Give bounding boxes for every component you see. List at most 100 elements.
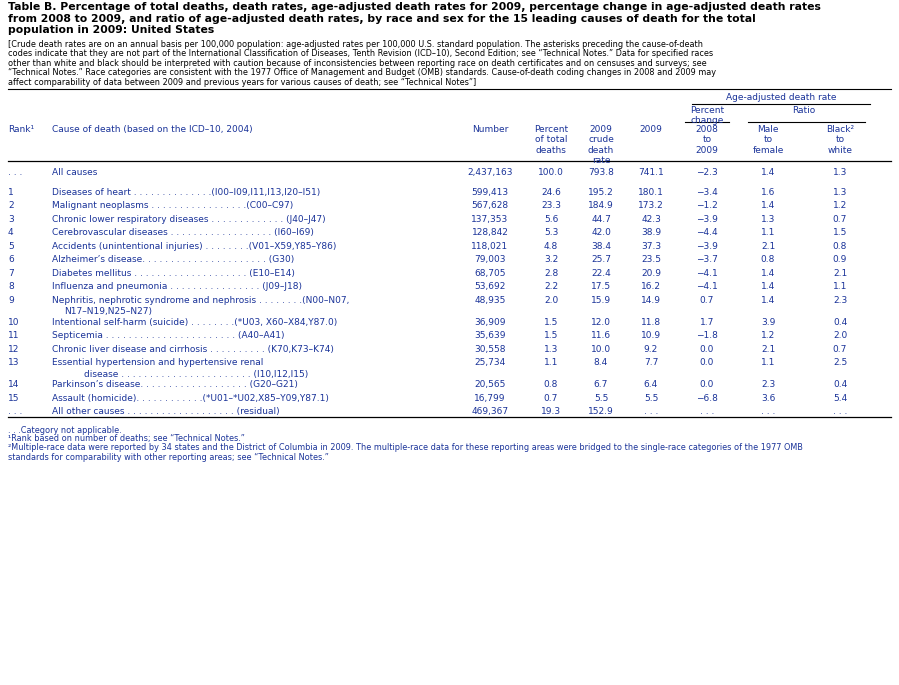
Text: 3.6: 3.6	[761, 393, 775, 403]
Text: 4.8: 4.8	[544, 242, 558, 251]
Text: 1.3: 1.3	[832, 168, 847, 177]
Text: 1.2: 1.2	[761, 331, 775, 340]
Text: Chronic liver disease and cirrhosis . . . . . . . . . . (K70,K73–K74): Chronic liver disease and cirrhosis . . …	[52, 345, 334, 353]
Text: 1.4: 1.4	[761, 282, 775, 291]
Text: 1.3: 1.3	[832, 188, 847, 197]
Text: 35,639: 35,639	[475, 331, 506, 340]
Text: All other causes . . . . . . . . . . . . . . . . . . . (residual): All other causes . . . . . . . . . . . .…	[52, 407, 280, 416]
Text: 1.1: 1.1	[761, 228, 775, 237]
Text: 180.1: 180.1	[638, 188, 664, 197]
Text: Age-adjusted death rate: Age-adjusted death rate	[725, 93, 836, 102]
Text: 2.2: 2.2	[544, 282, 558, 291]
Text: 0.7: 0.7	[832, 345, 847, 353]
Text: 1.1: 1.1	[761, 358, 775, 367]
Text: Assault (homicide). . . . . . . . . . . .(*U01–*U02,X85–Y09,Y87.1): Assault (homicide). . . . . . . . . . . …	[52, 393, 329, 403]
Text: 5: 5	[8, 242, 13, 251]
Text: Ratio: Ratio	[792, 106, 815, 115]
Text: 2009: 2009	[639, 125, 663, 134]
Text: 0.7: 0.7	[832, 214, 847, 223]
Text: 11.6: 11.6	[591, 331, 611, 340]
Text: 599,413: 599,413	[471, 188, 509, 197]
Text: 0.0: 0.0	[699, 358, 714, 367]
Text: 152.9: 152.9	[588, 407, 614, 416]
Text: 6: 6	[8, 255, 13, 264]
Text: 1.1: 1.1	[544, 358, 558, 367]
Text: 38.9: 38.9	[641, 228, 661, 237]
Text: Intentional self-harm (suicide) . . . . . . . .(*U03, X60–X84,Y87.0): Intentional self-harm (suicide) . . . . …	[52, 318, 337, 327]
Text: 1.7: 1.7	[699, 318, 714, 327]
Text: 2.1: 2.1	[761, 242, 775, 251]
Text: 1.5: 1.5	[544, 318, 558, 327]
Text: disease . . . . . . . . . . . . . . . . . . . . . . . (I10,I12,I15): disease . . . . . . . . . . . . . . . . …	[84, 369, 308, 379]
Text: 100.0: 100.0	[539, 168, 564, 177]
Text: 24.6: 24.6	[541, 188, 561, 197]
Text: Diseases of heart . . . . . . . . . . . . . .(I00–I09,I11,I13,I20–I51): Diseases of heart . . . . . . . . . . . …	[52, 188, 320, 197]
Text: Male
to
female: Male to female	[752, 125, 784, 155]
Text: 2,437,163: 2,437,163	[467, 168, 512, 177]
Text: −2.3: −2.3	[696, 168, 718, 177]
Text: Influenza and pneumonia . . . . . . . . . . . . . . . . (J09–J18): Influenza and pneumonia . . . . . . . . …	[52, 282, 302, 291]
Text: . . .Category not applicable.: . . .Category not applicable.	[8, 425, 121, 434]
Text: Alzheimer’s disease. . . . . . . . . . . . . . . . . . . . . . (G30): Alzheimer’s disease. . . . . . . . . . .…	[52, 255, 294, 264]
Text: “Technical Notes.” Race categories are consistent with the 1977 Office of Manage: “Technical Notes.” Race categories are c…	[8, 68, 716, 77]
Text: 0.7: 0.7	[699, 295, 714, 305]
Text: N17–N19,N25–N27): N17–N19,N25–N27)	[64, 307, 152, 316]
Text: . . .: . . .	[699, 407, 714, 416]
Text: 3: 3	[8, 214, 13, 223]
Text: Diabetes mellitus . . . . . . . . . . . . . . . . . . . . (E10–E14): Diabetes mellitus . . . . . . . . . . . …	[52, 269, 295, 277]
Text: Rank¹: Rank¹	[8, 125, 34, 134]
Text: 2.1: 2.1	[761, 345, 775, 353]
Text: 2.1: 2.1	[832, 269, 847, 277]
Text: 2: 2	[8, 201, 13, 210]
Text: Table B. Percentage of total deaths, death rates, age-adjusted death rates for 2: Table B. Percentage of total deaths, dea…	[8, 2, 821, 12]
Text: 12.0: 12.0	[591, 318, 611, 327]
Text: 3.9: 3.9	[761, 318, 775, 327]
Text: 7.7: 7.7	[644, 358, 658, 367]
Text: 15.9: 15.9	[591, 295, 611, 305]
Text: 0.4: 0.4	[832, 380, 847, 389]
Text: 5.5: 5.5	[644, 393, 658, 403]
Text: 567,628: 567,628	[471, 201, 509, 210]
Text: 7: 7	[8, 269, 13, 277]
Text: −3.7: −3.7	[696, 255, 718, 264]
Text: 68,705: 68,705	[475, 269, 506, 277]
Text: 14.9: 14.9	[641, 295, 661, 305]
Text: . . .: . . .	[8, 407, 22, 416]
Text: Septicemia . . . . . . . . . . . . . . . . . . . . . . . (A40–A41): Septicemia . . . . . . . . . . . . . . .…	[52, 331, 284, 340]
Text: 4: 4	[8, 228, 13, 237]
Text: 0.7: 0.7	[544, 393, 558, 403]
Text: 6.7: 6.7	[594, 380, 609, 389]
Text: [Crude death rates are on an annual basis per 100,000 population: age-adjusted r: [Crude death rates are on an annual basi…	[8, 40, 703, 49]
Text: 5.5: 5.5	[594, 393, 609, 403]
Text: 2.8: 2.8	[544, 269, 558, 277]
Text: 25,734: 25,734	[475, 358, 505, 367]
Text: 2.5: 2.5	[832, 358, 847, 367]
Text: 42.0: 42.0	[591, 228, 611, 237]
Text: 53,692: 53,692	[475, 282, 505, 291]
Text: 11: 11	[8, 331, 20, 340]
Text: 10.0: 10.0	[591, 345, 611, 353]
Text: Chronic lower respiratory diseases . . . . . . . . . . . . . (J40–J47): Chronic lower respiratory diseases . . .…	[52, 214, 325, 223]
Text: 195.2: 195.2	[588, 188, 614, 197]
Text: 44.7: 44.7	[591, 214, 611, 223]
Text: 184.9: 184.9	[588, 201, 614, 210]
Text: 38.4: 38.4	[591, 242, 611, 251]
Text: 0.8: 0.8	[761, 255, 775, 264]
Text: 20.9: 20.9	[641, 269, 661, 277]
Text: 137,353: 137,353	[471, 214, 509, 223]
Text: Percent
change: Percent change	[690, 106, 724, 125]
Text: 173.2: 173.2	[638, 201, 663, 210]
Text: Black²
to
white: Black² to white	[826, 125, 854, 155]
Text: . . .: . . .	[761, 407, 775, 416]
Text: 37.3: 37.3	[641, 242, 661, 251]
Text: 2009
crude
death
rate: 2009 crude death rate	[588, 125, 614, 165]
Text: 128,842: 128,842	[472, 228, 509, 237]
Text: 10: 10	[8, 318, 20, 327]
Text: 0.0: 0.0	[699, 380, 714, 389]
Text: −1.8: −1.8	[696, 331, 718, 340]
Text: 2.0: 2.0	[544, 295, 558, 305]
Text: 8.4: 8.4	[594, 358, 608, 367]
Text: 42.3: 42.3	[641, 214, 661, 223]
Text: 16,799: 16,799	[475, 393, 506, 403]
Text: 741.1: 741.1	[638, 168, 663, 177]
